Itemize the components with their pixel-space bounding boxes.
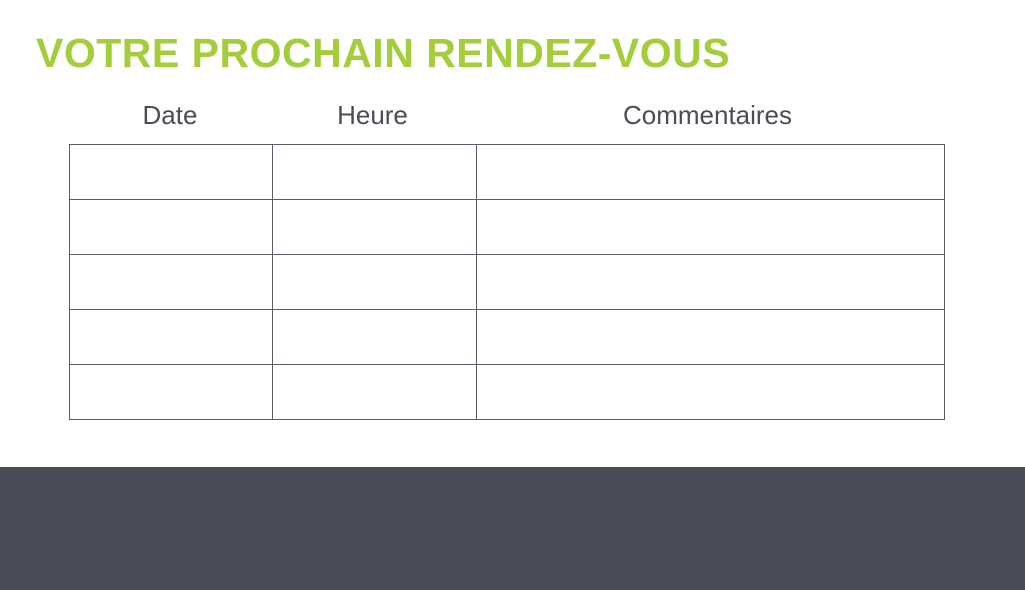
table-row xyxy=(69,144,945,200)
table-cell-heure[interactable] xyxy=(272,309,477,365)
table-row xyxy=(69,254,945,310)
table-cell-commentaires[interactable] xyxy=(476,144,945,200)
page-title: VOTRE PROCHAIN RENDEZ-VOUS xyxy=(36,30,731,76)
table-cell-commentaires[interactable] xyxy=(476,309,945,365)
table-cell-heure[interactable] xyxy=(272,254,477,310)
table-row xyxy=(69,364,945,420)
table-cell-date[interactable] xyxy=(69,199,273,255)
table-cell-commentaires[interactable] xyxy=(476,364,945,420)
table-cell-heure[interactable] xyxy=(272,364,477,420)
column-header-commentaires: Commentaires xyxy=(622,100,793,130)
column-header-heure: Heure xyxy=(337,100,408,130)
footer-band xyxy=(0,467,1025,590)
table-cell-date[interactable] xyxy=(69,254,273,310)
table-row xyxy=(69,199,945,255)
table-cell-date[interactable] xyxy=(69,144,273,200)
table-cell-heure[interactable] xyxy=(272,144,477,200)
table-cell-commentaires[interactable] xyxy=(476,254,945,310)
table-cell-date[interactable] xyxy=(69,309,273,365)
table-cell-heure[interactable] xyxy=(272,199,477,255)
column-header-date: Date xyxy=(142,100,198,130)
table-cell-date[interactable] xyxy=(69,364,273,420)
table-cell-commentaires[interactable] xyxy=(476,199,945,255)
table-row xyxy=(69,309,945,365)
appointment-table xyxy=(69,144,945,420)
